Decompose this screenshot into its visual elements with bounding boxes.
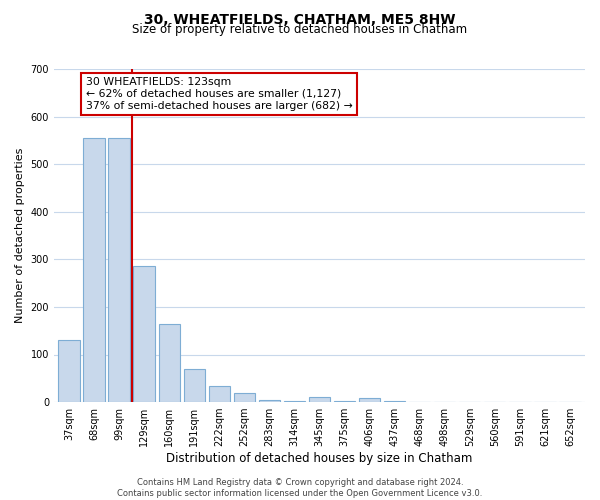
Bar (233, 392, 255, 402)
Bar (334, 400, 355, 402)
Bar (83, 138, 104, 402)
Bar (133, 266, 155, 402)
Text: Contains HM Land Registry data © Crown copyright and database right 2024.
Contai: Contains HM Land Registry data © Crown c… (118, 478, 482, 498)
Y-axis label: Number of detached properties: Number of detached properties (15, 148, 25, 323)
Bar (158, 324, 180, 402)
Text: 30, WHEATFIELDS, CHATHAM, ME5 8HW: 30, WHEATFIELDS, CHATHAM, ME5 8HW (144, 12, 456, 26)
Bar (309, 398, 330, 402)
Bar (259, 400, 280, 402)
Bar (359, 398, 380, 402)
Bar (284, 400, 305, 402)
Bar (109, 138, 130, 402)
Text: Size of property relative to detached houses in Chatham: Size of property relative to detached ho… (133, 22, 467, 36)
Bar (384, 401, 405, 402)
Text: 30 WHEATFIELDS: 123sqm
← 62% of detached houses are smaller (1,127)
37% of semi-: 30 WHEATFIELDS: 123sqm ← 62% of detached… (86, 78, 353, 110)
Bar (58, 340, 80, 402)
X-axis label: Distribution of detached houses by size in Chatham: Distribution of detached houses by size … (166, 452, 473, 465)
Bar (209, 386, 230, 402)
Bar (184, 369, 205, 402)
